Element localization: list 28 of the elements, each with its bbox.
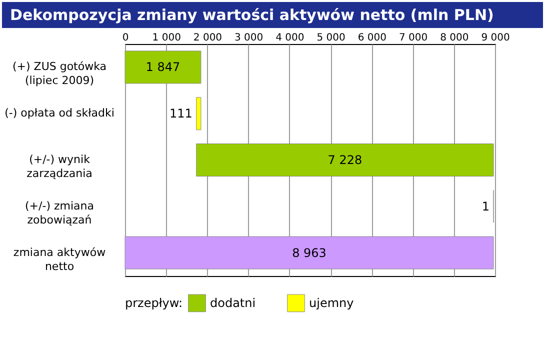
y-tick-label: (+) ZUS gotówka (lipiec 2009)	[12, 60, 107, 88]
y-tick-label: (-) opłata od składki	[4, 106, 114, 120]
x-tick-label: 9 000	[481, 32, 510, 44]
legend-label: dodatni	[210, 296, 256, 310]
y-tick-label: (+/-) wynik zarządzania	[26, 153, 92, 180]
x-tick-label: 4 000	[276, 32, 304, 44]
bar	[124, 236, 494, 270]
x-tick-label: 2 000	[193, 32, 222, 44]
bar	[124, 50, 202, 84]
y-tick-label: zmiana aktywów netto	[13, 246, 106, 273]
x-tick-label: 3 000	[234, 32, 264, 44]
data-label: 8 963	[292, 246, 326, 260]
x-tick-label: 6 000	[358, 32, 386, 44]
legend-title: przepływ:	[125, 296, 183, 310]
x-tick-label: 0	[122, 32, 129, 44]
chart-title: Dekompozycja zmiany wartości aktywów netto (mln PLN)	[2, 2, 543, 28]
legend-label: ujemny	[309, 296, 354, 310]
x-tick-label: 5 000	[316, 32, 346, 44]
data-label: 111	[169, 106, 192, 121]
bar	[196, 97, 202, 130]
data-label: 7 228	[328, 153, 362, 167]
x-tick-label: 7 000	[398, 32, 428, 44]
y-tick-label: (+/-) zmiana zobowiązań	[25, 199, 94, 226]
data-label: 1 847	[146, 60, 180, 74]
bar	[196, 144, 494, 176]
data-label: 1	[482, 199, 490, 214]
x-tick-label: 8 000	[440, 32, 469, 44]
x-tick-label: 1 000	[152, 32, 181, 44]
